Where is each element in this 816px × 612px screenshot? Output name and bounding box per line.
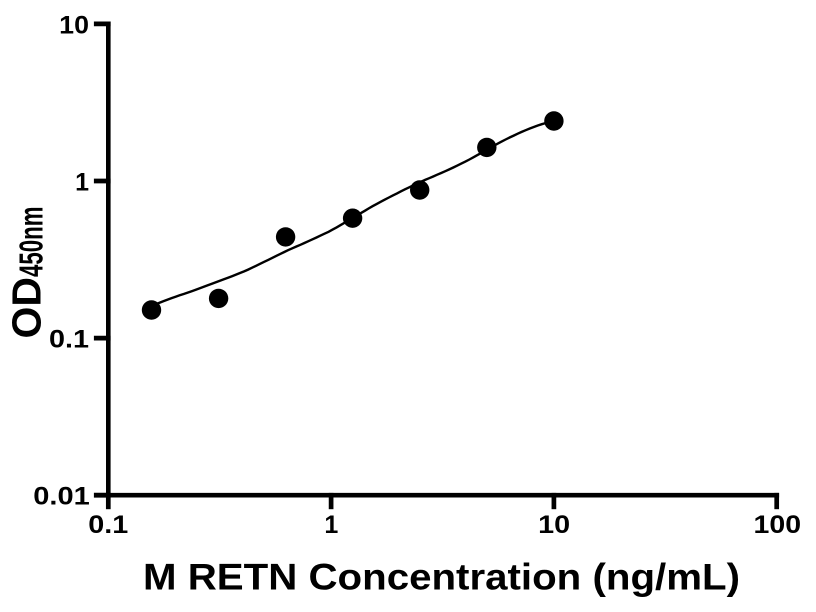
svg-text:0.1: 0.1 (49, 326, 89, 354)
svg-text:0.01: 0.01 (33, 483, 90, 511)
svg-text:1: 1 (75, 168, 89, 196)
svg-text:10: 10 (59, 11, 89, 39)
svg-text:100: 100 (754, 511, 802, 539)
svg-text:M RETN Concentration (ng/mL): M RETN Concentration (ng/mL) (143, 557, 740, 598)
svg-text:0.1: 0.1 (88, 511, 128, 539)
svg-text:10: 10 (538, 511, 570, 539)
svg-text:1: 1 (324, 511, 338, 539)
